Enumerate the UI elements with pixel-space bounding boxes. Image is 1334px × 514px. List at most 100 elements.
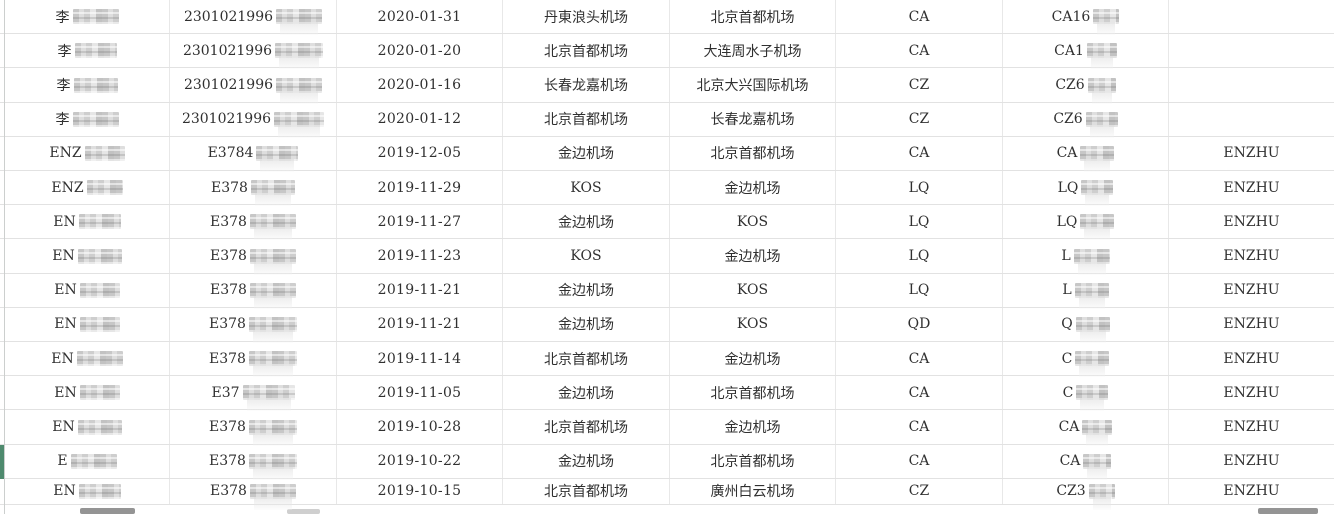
cell-departure-airport[interactable]: 北京首都机场 xyxy=(503,478,670,504)
cell-id-number[interactable]: E378 xyxy=(170,478,337,510)
cell-arrival-airport[interactable]: 金边机场 xyxy=(670,342,836,376)
cell-arrival-airport[interactable]: 金边机场 xyxy=(670,171,836,205)
cell-arrival-airport[interactable]: 廣州白云机场 xyxy=(670,478,836,504)
cell-passenger-name[interactable]: EN xyxy=(5,273,170,307)
cell-arrival-airport[interactable]: 北京首都机场 xyxy=(670,136,836,171)
cell-flight-date[interactable]: 2020-01-31 xyxy=(337,0,503,34)
cell-flight-date[interactable]: 2020-01-12 xyxy=(337,102,503,136)
cell-flight-date[interactable]: 2019-11-21 xyxy=(337,273,503,307)
cell-departure-airport[interactable]: 金边机场 xyxy=(503,205,670,239)
cell-flight-date[interactable]: 2019-10-28 xyxy=(337,410,503,444)
cell-passenger-name[interactable]: E xyxy=(5,444,170,478)
cell-airline-code[interactable]: CZ xyxy=(836,102,1003,136)
cell-ticket-holder[interactable]: ENZHU xyxy=(1169,308,1334,341)
cell-flight-number[interactable]: CA16 xyxy=(1003,0,1169,36)
cell-departure-airport[interactable]: 北京首都机场 xyxy=(503,34,670,68)
cell-ticket-holder[interactable]: ENZHU xyxy=(1169,410,1334,443)
cell-airline-code[interactable]: CA xyxy=(836,0,1003,34)
cell-departure-airport[interactable]: 金边机场 xyxy=(503,273,670,307)
cell-ticket-holder[interactable]: ENZHU xyxy=(1169,376,1334,409)
cell-departure-airport[interactable]: 北京首都机场 xyxy=(503,102,670,136)
cell-id-number[interactable]: E378 xyxy=(170,307,337,343)
cell-id-number[interactable]: E378 xyxy=(170,205,337,241)
cell-departure-airport[interactable]: 金边机场 xyxy=(503,376,670,410)
cell-arrival-airport[interactable]: 金边机场 xyxy=(670,410,836,444)
cell-arrival-airport[interactable]: 北京首都机场 xyxy=(670,376,836,410)
cell-flight-number[interactable]: LQ xyxy=(1003,171,1169,207)
cell-passenger-name[interactable]: EN xyxy=(5,205,170,239)
cell-ticket-holder[interactable]: ENZHU xyxy=(1169,171,1334,204)
cell-id-number[interactable]: 2301021996 xyxy=(170,68,337,104)
cell-passenger-name[interactable]: 李 xyxy=(5,102,170,136)
cell-flight-number[interactable]: CZ3 xyxy=(1003,478,1169,510)
cell-id-number[interactable]: E3784 xyxy=(170,136,337,172)
cell-departure-airport[interactable]: 长春龙嘉机场 xyxy=(503,68,670,102)
cell-flight-number[interactable]: C xyxy=(1003,342,1169,378)
cell-flight-date[interactable]: 2019-11-29 xyxy=(337,171,503,205)
cell-ticket-holder[interactable]: ENZHU xyxy=(1169,445,1334,478)
cell-id-number[interactable]: E378 xyxy=(170,342,337,378)
cell-id-number[interactable]: E378 xyxy=(170,239,337,275)
cell-airline-code[interactable]: CA xyxy=(836,444,1003,478)
cell-flight-date[interactable]: 2019-11-27 xyxy=(337,205,503,239)
cell-flight-date[interactable]: 2019-10-22 xyxy=(337,444,503,478)
cell-airline-code[interactable]: LQ xyxy=(836,273,1003,307)
cell-flight-number[interactable]: CZ6 xyxy=(1003,68,1169,104)
cell-flight-date[interactable]: 2019-11-23 xyxy=(337,239,503,273)
cell-airline-code[interactable]: LQ xyxy=(836,171,1003,205)
cell-passenger-name[interactable]: 李 xyxy=(5,0,170,34)
cell-arrival-airport[interactable]: 金边机场 xyxy=(670,239,836,273)
cell-passenger-name[interactable]: EN xyxy=(5,376,170,410)
cell-flight-number[interactable]: CZ6 xyxy=(1003,102,1169,138)
cell-flight-number[interactable]: CA xyxy=(1003,410,1169,446)
cell-ticket-holder[interactable]: ENZHU xyxy=(1169,274,1334,307)
cell-airline-code[interactable]: CA xyxy=(836,34,1003,68)
cell-flight-date[interactable]: 2020-01-20 xyxy=(337,34,503,68)
cell-ticket-holder[interactable]: ENZHU xyxy=(1169,479,1334,504)
cell-flight-number[interactable]: CA xyxy=(1003,136,1169,172)
cell-passenger-name[interactable]: ENZ xyxy=(5,136,170,171)
cell-id-number[interactable]: E37 xyxy=(170,376,337,412)
cell-passenger-name[interactable]: EN xyxy=(5,410,170,444)
cell-airline-code[interactable]: CA xyxy=(836,342,1003,376)
cell-passenger-name[interactable]: ENZ xyxy=(5,171,170,205)
cell-airline-code[interactable]: CA xyxy=(836,136,1003,171)
cell-passenger-name[interactable]: EN xyxy=(5,239,170,273)
cell-departure-airport[interactable]: 金边机场 xyxy=(503,444,670,478)
cell-departure-airport[interactable]: 金边机场 xyxy=(503,307,670,342)
cell-ticket-holder[interactable] xyxy=(1169,68,1334,101)
cell-airline-code[interactable]: CZ xyxy=(836,478,1003,504)
cell-arrival-airport[interactable]: KOS xyxy=(670,307,836,342)
cell-airline-code[interactable]: CA xyxy=(836,410,1003,444)
cell-id-number[interactable]: 2301021996 xyxy=(170,0,337,36)
cell-departure-airport[interactable]: 北京首都机场 xyxy=(503,342,670,376)
cell-flight-date[interactable]: 2019-11-05 xyxy=(337,376,503,410)
cell-arrival-airport[interactable]: KOS xyxy=(670,205,836,239)
cell-arrival-airport[interactable]: 大连周水子机场 xyxy=(670,34,836,68)
cell-id-number[interactable]: E378 xyxy=(170,171,337,207)
cell-flight-number[interactable]: C xyxy=(1003,376,1169,412)
cell-passenger-name[interactable]: 李 xyxy=(5,68,170,102)
cell-departure-airport[interactable]: 丹東浪头机场 xyxy=(503,0,670,34)
cell-id-number[interactable]: 2301021996 xyxy=(170,102,337,138)
cell-ticket-holder[interactable]: ENZHU xyxy=(1169,342,1334,375)
cell-id-number[interactable]: E378 xyxy=(170,273,337,309)
cell-flight-number[interactable]: Q xyxy=(1003,307,1169,343)
cell-arrival-airport[interactable]: 北京大兴国际机场 xyxy=(670,68,836,102)
cell-id-number[interactable]: E378 xyxy=(170,410,337,446)
cell-flight-date[interactable]: 2019-11-14 xyxy=(337,342,503,376)
cell-flight-date[interactable]: 2019-11-21 xyxy=(337,307,503,342)
cell-flight-number[interactable]: LQ xyxy=(1003,205,1169,241)
cell-ticket-holder[interactable]: ENZHU xyxy=(1169,239,1334,272)
cell-flight-number[interactable]: CA xyxy=(1003,444,1169,480)
cell-flight-date[interactable]: 2019-10-15 xyxy=(337,478,503,504)
cell-arrival-airport[interactable]: 北京首都机场 xyxy=(670,444,836,478)
cell-ticket-holder[interactable]: ENZHU xyxy=(1169,137,1334,170)
cell-flight-number[interactable]: L xyxy=(1003,273,1169,309)
cell-airline-code[interactable]: QD xyxy=(836,307,1003,342)
cell-departure-airport[interactable]: KOS xyxy=(503,239,670,273)
cell-passenger-name[interactable]: EN xyxy=(5,307,170,342)
cell-arrival-airport[interactable]: 长春龙嘉机场 xyxy=(670,102,836,136)
cell-airline-code[interactable]: LQ xyxy=(836,205,1003,239)
cell-airline-code[interactable]: LQ xyxy=(836,239,1003,273)
